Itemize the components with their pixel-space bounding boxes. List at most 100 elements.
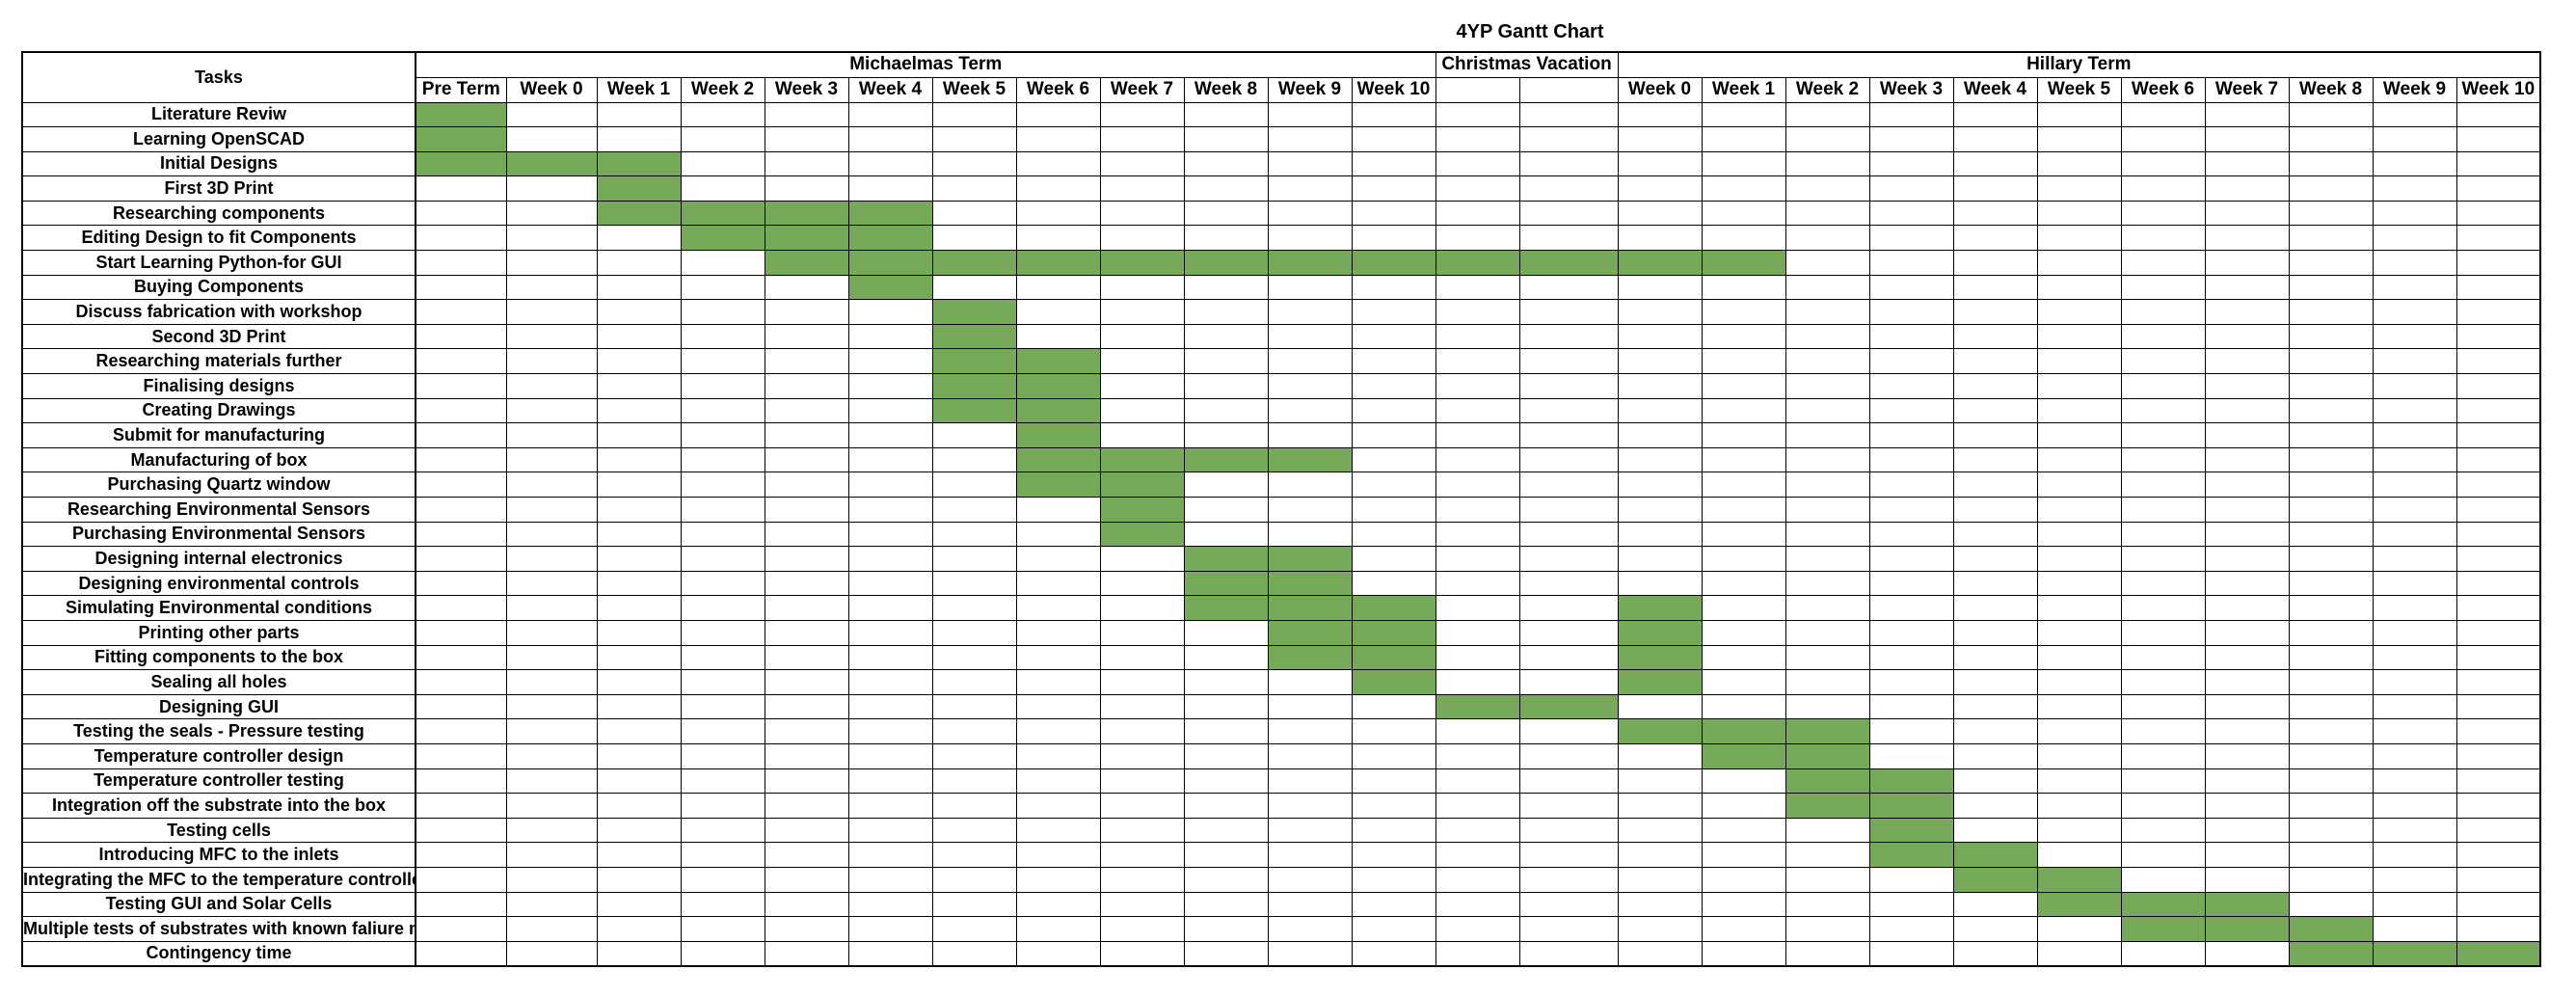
gantt-empty-cell xyxy=(505,274,598,301)
gantt-empty-cell xyxy=(1518,397,1619,424)
gantt-empty-cell xyxy=(505,842,598,868)
gantt-bar-cell xyxy=(1267,595,1353,621)
gantt-empty-cell xyxy=(1952,101,2038,128)
gantt-empty-cell xyxy=(847,891,933,918)
gantt-empty-cell xyxy=(2120,323,2206,350)
gantt-empty-cell xyxy=(2455,768,2542,795)
gantt-empty-cell xyxy=(1183,916,1269,942)
gantt-empty-cell xyxy=(415,866,507,893)
gantt-empty-cell xyxy=(1183,693,1269,720)
gantt-empty-cell xyxy=(847,793,933,819)
task-row: Purchasing Environmental Sensors xyxy=(21,521,2542,548)
gantt-empty-cell xyxy=(931,472,1017,498)
gantt-empty-cell xyxy=(1617,742,1703,769)
task-row: Designing environmental controls xyxy=(21,570,2542,597)
gantt-empty-cell xyxy=(1868,742,1954,769)
gantt-empty-cell xyxy=(1015,940,1101,967)
gantt-empty-cell xyxy=(1868,521,1954,548)
gantt-empty-cell xyxy=(2036,669,2122,695)
gantt-empty-cell xyxy=(1701,323,1786,350)
gantt-empty-cell xyxy=(505,348,598,375)
gantt-empty-cell xyxy=(1183,150,1269,177)
gantt-empty-cell xyxy=(1952,299,2038,325)
gantt-empty-cell xyxy=(596,397,682,424)
gantt-empty-cell xyxy=(847,126,933,152)
gantt-bar-cell xyxy=(1015,348,1101,375)
gantt-bar-cell xyxy=(1267,250,1353,276)
gantt-empty-cell xyxy=(2036,299,2122,325)
gantt-empty-cell xyxy=(2120,200,2206,227)
gantt-empty-cell xyxy=(1784,200,1870,227)
gantt-empty-cell xyxy=(1617,150,1703,177)
gantt-empty-cell xyxy=(847,373,933,399)
gantt-empty-cell xyxy=(680,842,765,868)
gantt-empty-cell xyxy=(1518,348,1619,375)
gantt-empty-cell xyxy=(680,817,765,844)
gantt-empty-cell xyxy=(2455,817,2542,844)
gantt-empty-cell xyxy=(2120,397,2206,424)
task-row: Manufacturing of box xyxy=(21,446,2542,473)
gantt-bar-cell xyxy=(1435,693,1520,720)
gantt-empty-cell xyxy=(1617,916,1703,942)
gantt-empty-cell xyxy=(680,793,765,819)
gantt-empty-cell xyxy=(2372,768,2457,795)
gantt-empty-cell xyxy=(1015,842,1101,868)
gantt-empty-cell xyxy=(415,397,507,424)
gantt-empty-cell xyxy=(2036,274,2122,301)
gantt-empty-cell xyxy=(931,793,1017,819)
gantt-bar-cell xyxy=(1868,768,1954,795)
task-row: Researching Environmental Sensors xyxy=(21,497,2542,523)
period-header: Week 6 xyxy=(2120,76,2206,103)
task-row: Start Learning Python-for GUI xyxy=(21,250,2542,276)
gantt-empty-cell xyxy=(931,693,1017,720)
gantt-empty-cell xyxy=(1015,891,1101,918)
gantt-empty-cell xyxy=(1518,866,1619,893)
task-label: Buying Components xyxy=(21,274,416,301)
period-header: Week 10 xyxy=(1351,76,1436,103)
gantt-empty-cell xyxy=(1267,101,1353,128)
gantt-empty-cell xyxy=(505,397,598,424)
gantt-empty-cell xyxy=(680,101,765,128)
gantt-empty-cell xyxy=(596,348,682,375)
task-row: Multiple tests of substrates with known … xyxy=(21,916,2542,942)
gantt-bar-cell xyxy=(1784,793,1870,819)
gantt-empty-cell xyxy=(2036,323,2122,350)
gantt-empty-cell xyxy=(1183,126,1269,152)
task-row: Temperature controller testing xyxy=(21,768,2542,795)
gantt-empty-cell xyxy=(2455,299,2542,325)
gantt-empty-cell xyxy=(2120,546,2206,572)
gantt-empty-cell xyxy=(2204,274,2290,301)
gantt-empty-cell xyxy=(1952,497,2038,523)
gantt-empty-cell xyxy=(847,669,933,695)
gantt-empty-cell xyxy=(415,422,507,448)
gantt-empty-cell xyxy=(415,200,507,227)
gantt-empty-cell xyxy=(764,718,849,744)
gantt-empty-cell xyxy=(505,940,598,967)
gantt-empty-cell xyxy=(1952,644,2038,671)
gantt-empty-cell xyxy=(1351,718,1436,744)
gantt-bar-cell xyxy=(931,373,1017,399)
gantt-empty-cell xyxy=(505,817,598,844)
gantt-empty-cell xyxy=(1518,793,1619,819)
gantt-bar-cell xyxy=(1183,570,1269,597)
gantt-empty-cell xyxy=(1435,348,1520,375)
gantt-bar-cell xyxy=(596,175,682,202)
gantt-empty-cell xyxy=(1435,397,1520,424)
gantt-empty-cell xyxy=(415,323,507,350)
gantt-bar-cell xyxy=(2204,916,2290,942)
gantt-empty-cell xyxy=(1617,497,1703,523)
gantt-empty-cell xyxy=(1267,842,1353,868)
period-header: Week 10 xyxy=(2455,76,2542,103)
gantt-empty-cell xyxy=(505,644,598,671)
gantt-empty-cell xyxy=(1617,373,1703,399)
gantt-empty-cell xyxy=(1351,768,1436,795)
gantt-empty-cell xyxy=(1701,916,1786,942)
gantt-empty-cell xyxy=(1435,274,1520,301)
gantt-empty-cell xyxy=(1701,866,1786,893)
gantt-empty-cell xyxy=(505,891,598,918)
gantt-bar-cell xyxy=(1267,546,1353,572)
gantt-empty-cell xyxy=(1183,891,1269,918)
gantt-empty-cell xyxy=(1952,446,2038,473)
gantt-empty-cell xyxy=(1435,373,1520,399)
gantt-empty-cell xyxy=(596,250,682,276)
